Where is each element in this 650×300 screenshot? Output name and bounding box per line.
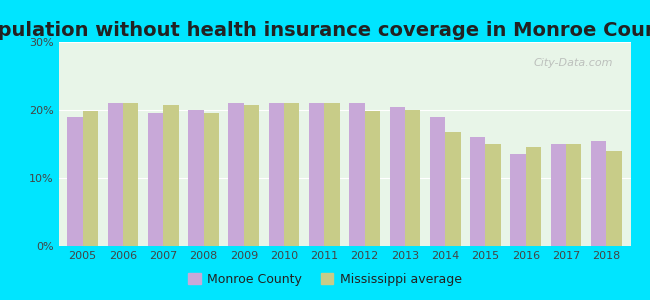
Text: City-Data.com: City-Data.com — [534, 58, 614, 68]
Bar — [244, 105, 259, 246]
Bar — [68, 117, 83, 246]
Bar — [445, 132, 460, 246]
Text: Population without health insurance coverage in Monroe County: Population without health insurance cove… — [0, 21, 650, 40]
Bar — [284, 103, 300, 246]
Bar — [324, 103, 340, 246]
Bar — [551, 144, 566, 246]
Bar — [309, 103, 324, 246]
Bar — [148, 113, 163, 246]
Legend: Monroe County, Mississippi average: Monroe County, Mississippi average — [183, 268, 467, 291]
Bar — [430, 117, 445, 246]
Bar — [470, 137, 486, 246]
Bar — [389, 106, 405, 246]
Bar — [566, 144, 581, 246]
Bar — [229, 103, 244, 246]
Bar — [365, 111, 380, 246]
Bar — [591, 141, 606, 246]
Bar — [405, 110, 421, 246]
Bar — [108, 103, 123, 246]
Bar — [83, 111, 98, 246]
Bar — [349, 103, 365, 246]
Bar — [606, 151, 621, 246]
Bar — [526, 147, 541, 246]
Bar — [486, 144, 500, 246]
Bar — [163, 105, 179, 246]
Bar — [123, 103, 138, 246]
Bar — [203, 113, 219, 246]
Bar — [510, 154, 526, 246]
Bar — [268, 103, 284, 246]
Bar — [188, 110, 203, 246]
